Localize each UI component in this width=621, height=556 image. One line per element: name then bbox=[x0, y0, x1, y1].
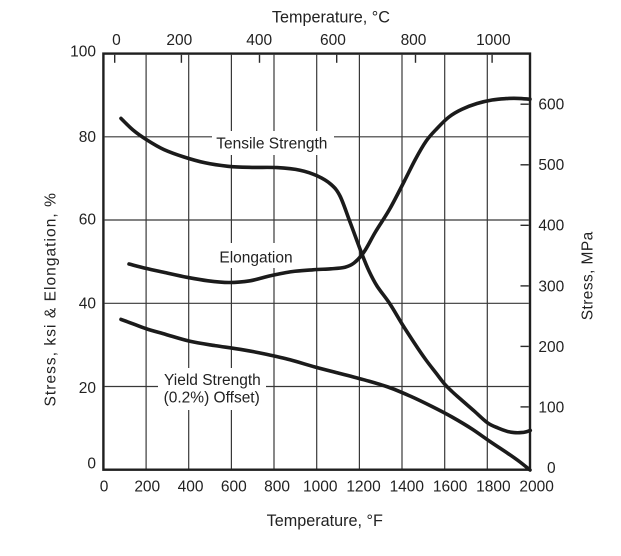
svg-text:2000: 2000 bbox=[519, 479, 554, 496]
svg-text:Temperature, °F: Temperature, °F bbox=[267, 512, 383, 530]
svg-text:100: 100 bbox=[70, 43, 96, 60]
svg-text:1400: 1400 bbox=[390, 479, 425, 496]
svg-text:800: 800 bbox=[401, 32, 427, 49]
svg-text:(0.2%) Offset): (0.2%) Offset) bbox=[164, 389, 260, 406]
svg-text:0: 0 bbox=[100, 479, 109, 496]
svg-text:0: 0 bbox=[112, 32, 121, 49]
svg-text:40: 40 bbox=[79, 295, 97, 312]
svg-text:400: 400 bbox=[246, 32, 272, 49]
svg-text:20: 20 bbox=[79, 380, 97, 397]
svg-text:400: 400 bbox=[178, 479, 204, 496]
svg-text:0: 0 bbox=[547, 460, 556, 477]
svg-text:600: 600 bbox=[538, 97, 564, 114]
svg-text:200: 200 bbox=[166, 32, 192, 49]
svg-text:1800: 1800 bbox=[476, 479, 511, 496]
svg-text:200: 200 bbox=[538, 339, 564, 356]
svg-text:300: 300 bbox=[538, 278, 564, 295]
svg-text:60: 60 bbox=[79, 212, 97, 229]
svg-text:Tensile Strength: Tensile Strength bbox=[216, 136, 327, 153]
svg-text:400: 400 bbox=[538, 218, 564, 235]
svg-text:1200: 1200 bbox=[346, 479, 381, 496]
svg-text:100: 100 bbox=[538, 399, 564, 416]
svg-text:800: 800 bbox=[264, 479, 290, 496]
svg-text:200: 200 bbox=[134, 479, 160, 496]
svg-text:Yield Strength: Yield Strength bbox=[164, 372, 261, 389]
svg-text:Temperature, °C: Temperature, °C bbox=[272, 9, 390, 27]
svg-text:Stress, MPa: Stress, MPa bbox=[579, 231, 596, 320]
svg-text:600: 600 bbox=[320, 32, 346, 49]
svg-text:600: 600 bbox=[221, 479, 247, 496]
svg-text:Stress, ksi & Elongation, %: Stress, ksi & Elongation, % bbox=[43, 192, 60, 406]
svg-text:1600: 1600 bbox=[433, 479, 468, 496]
svg-text:1000: 1000 bbox=[476, 32, 511, 49]
svg-text:Elongation: Elongation bbox=[219, 250, 292, 267]
svg-text:500: 500 bbox=[538, 157, 564, 174]
svg-text:1000: 1000 bbox=[303, 479, 338, 496]
svg-text:0: 0 bbox=[87, 455, 96, 472]
svg-text:80: 80 bbox=[79, 129, 97, 146]
